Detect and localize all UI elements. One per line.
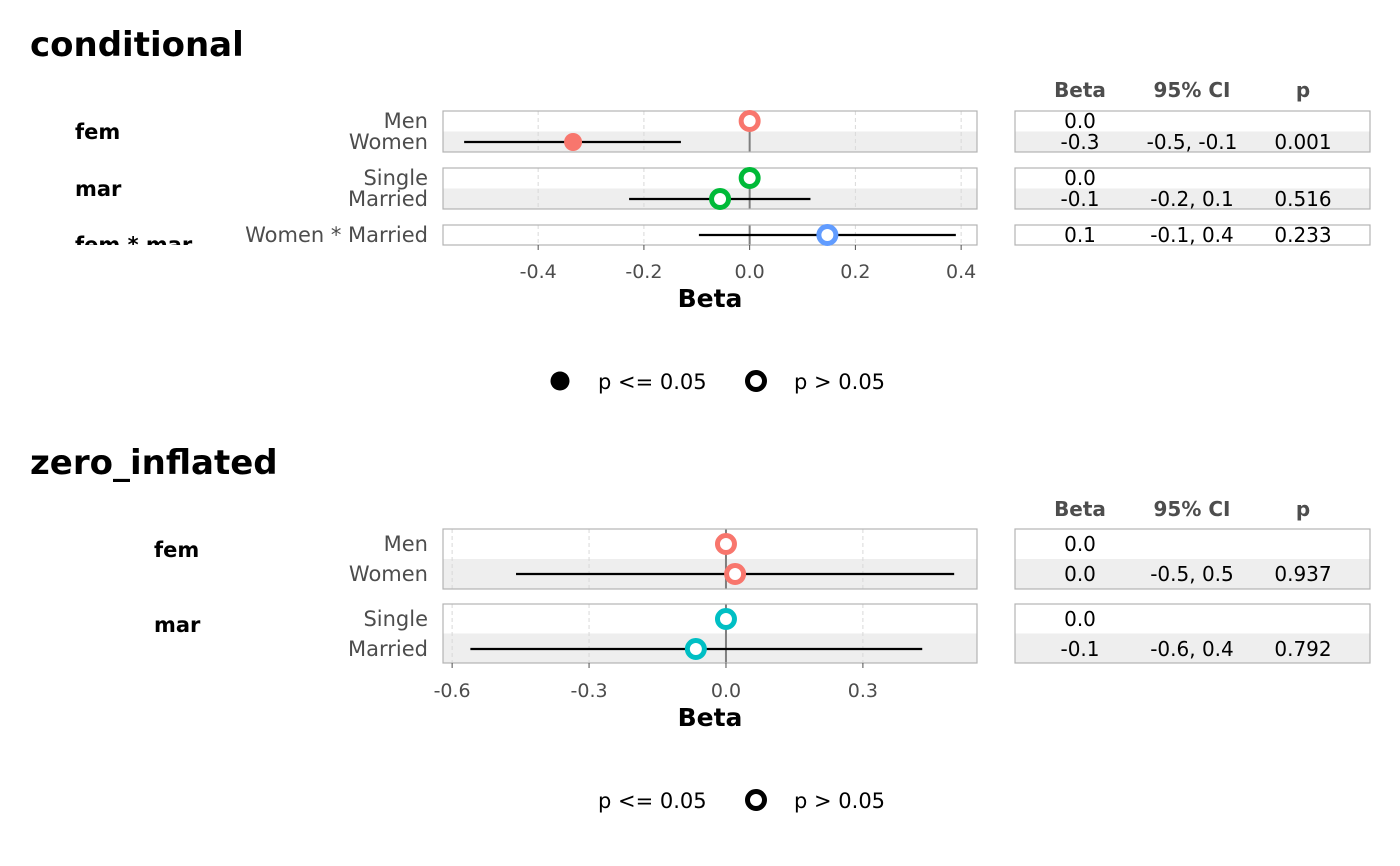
term-label: Women bbox=[349, 130, 428, 154]
chart-title: conditional bbox=[30, 25, 244, 65]
table-panel-border bbox=[1014, 167, 1371, 210]
table-header: p bbox=[1296, 78, 1310, 102]
table-panel-bg bbox=[1015, 225, 1370, 245]
x-axis-label: Beta bbox=[678, 284, 743, 313]
table-header: Beta bbox=[1054, 497, 1106, 521]
term-label: Women * Married bbox=[245, 223, 428, 247]
table-ci: -0.5, 0.5 bbox=[1150, 562, 1234, 586]
term-label: Married bbox=[348, 187, 428, 211]
term-label: Women bbox=[349, 562, 428, 586]
estimate-point bbox=[684, 638, 707, 660]
x-tick-label: 0.4 bbox=[946, 261, 976, 283]
table-panel-border bbox=[1014, 110, 1371, 153]
table-p: 0.516 bbox=[1274, 187, 1331, 211]
table-beta: 0.0 bbox=[1064, 109, 1096, 133]
estimate-point bbox=[714, 608, 737, 630]
term-label: Men bbox=[384, 109, 428, 133]
legend-key-open bbox=[745, 370, 767, 392]
estimate-point bbox=[714, 533, 737, 555]
legend-label: p > 0.05 bbox=[794, 370, 885, 394]
table-panel-border bbox=[1014, 224, 1371, 246]
table-header: Beta bbox=[1054, 78, 1106, 102]
group-label: fem * mar bbox=[75, 233, 193, 257]
table-beta: 0.0 bbox=[1064, 607, 1096, 631]
x-axis-label: Beta bbox=[678, 703, 743, 732]
table-panel-border bbox=[1014, 603, 1371, 664]
table-p: 0.233 bbox=[1274, 223, 1331, 247]
legend-label: p > 0.05 bbox=[794, 789, 885, 813]
term-label: Single bbox=[363, 166, 428, 190]
legend-label: p <= 0.05 bbox=[598, 789, 707, 813]
table-p: 0.937 bbox=[1274, 562, 1331, 586]
estimate-point bbox=[564, 133, 583, 151]
table-header: p bbox=[1296, 497, 1310, 521]
x-tick-label: -0.4 bbox=[520, 261, 557, 283]
plot-panel-border bbox=[442, 224, 978, 246]
table-beta: 0.0 bbox=[1064, 562, 1096, 586]
x-tick-label: -0.2 bbox=[625, 261, 662, 283]
table-beta: -0.3 bbox=[1060, 130, 1099, 154]
table-panel-border bbox=[1014, 528, 1371, 590]
x-tick-label: 0.3 bbox=[848, 680, 878, 702]
x-tick-label: -0.3 bbox=[571, 680, 608, 702]
table-beta: 0.0 bbox=[1064, 532, 1096, 556]
x-tick-label: 0.2 bbox=[840, 261, 870, 283]
group-label: fem bbox=[154, 538, 199, 562]
x-tick-label: 0.0 bbox=[711, 680, 741, 702]
table-header: 95% CI bbox=[1154, 497, 1231, 521]
plot-panel-border bbox=[442, 110, 978, 153]
x-tick-label: 0.0 bbox=[735, 261, 765, 283]
group-label: mar bbox=[75, 177, 122, 201]
table-beta: 0.1 bbox=[1064, 223, 1096, 247]
legend-label: p <= 0.05 bbox=[598, 370, 707, 394]
table-ci: -0.5, -0.1 bbox=[1147, 130, 1238, 154]
table-ci: -0.2, 0.1 bbox=[1150, 187, 1234, 211]
legend-key-open bbox=[745, 789, 767, 811]
table-beta: -0.1 bbox=[1060, 637, 1099, 661]
table-header: 95% CI bbox=[1154, 78, 1231, 102]
table-row-shading bbox=[1015, 188, 1370, 209]
x-tick-label: -0.6 bbox=[434, 680, 471, 702]
table-ci: -0.6, 0.4 bbox=[1150, 637, 1234, 661]
group-label: fem bbox=[75, 120, 120, 144]
table-p: 0.792 bbox=[1274, 637, 1331, 661]
legend-key-filled bbox=[550, 371, 570, 391]
table-row-shading bbox=[1015, 633, 1370, 663]
plot-panel-border bbox=[442, 528, 978, 590]
table-row-shading bbox=[1015, 559, 1370, 589]
estimate-point bbox=[738, 167, 761, 189]
table-beta: 0.0 bbox=[1064, 166, 1096, 190]
chart-title: zero_inflated bbox=[30, 443, 278, 483]
plot-panel-border bbox=[442, 167, 978, 210]
term-label: Men bbox=[384, 532, 428, 556]
table-p: 0.001 bbox=[1274, 130, 1331, 154]
estimate-point bbox=[738, 110, 761, 132]
group-label: mar bbox=[154, 613, 201, 637]
table-beta: -0.1 bbox=[1060, 187, 1099, 211]
table-ci: -0.1, 0.4 bbox=[1150, 223, 1234, 247]
estimate-point bbox=[816, 224, 839, 246]
term-label: Single bbox=[363, 607, 428, 631]
plot-panel-border bbox=[442, 603, 978, 664]
estimate-point bbox=[709, 188, 732, 210]
table-row-shading bbox=[1015, 131, 1370, 152]
estimate-point bbox=[724, 563, 747, 585]
term-label: Married bbox=[348, 637, 428, 661]
